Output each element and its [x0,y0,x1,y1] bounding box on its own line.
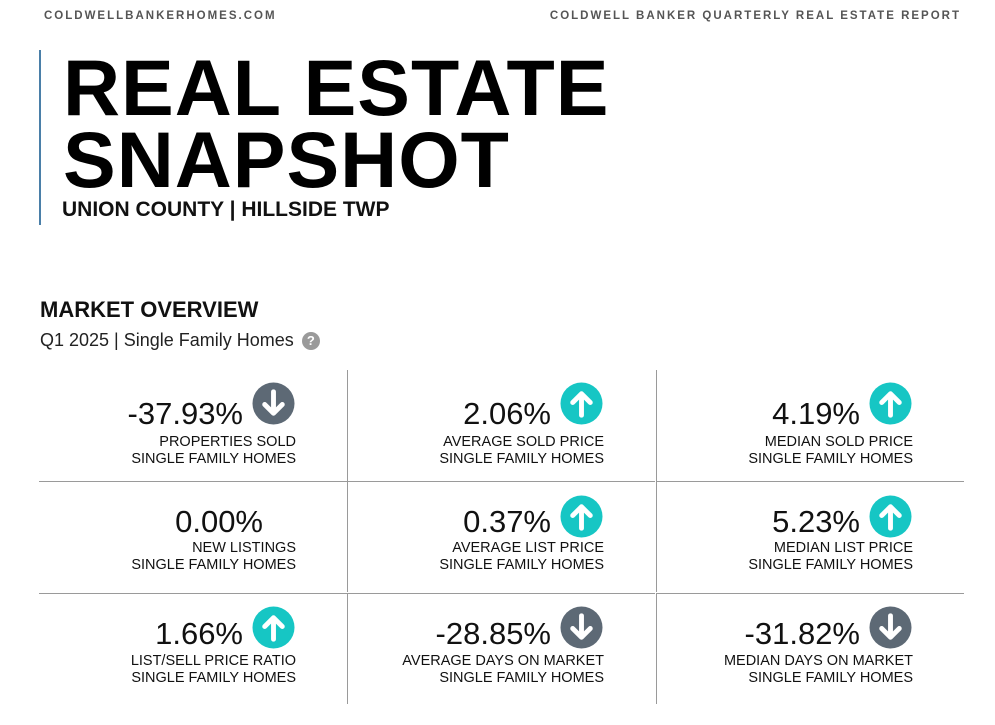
metric-value: -31.82% [744,616,860,651]
metric-value: 1.66% [155,616,243,651]
metric-category: SINGLE FAMILY HOMES [131,670,296,686]
metric-value: 2.06% [463,396,551,431]
section-title: MARKET OVERVIEW [40,297,259,322]
period-and-type: Q1 2025 | Single Family Homes [40,330,294,350]
metric-card: 2.06% AVERAGE SOLD PRICE SINGLE FAMILY H… [347,370,655,481]
metric-label: MEDIAN DAYS ON MARKET SINGLE FAMILY HOME… [724,653,913,687]
metric-card: -31.82% MEDIAN DAYS ON MARKET SINGLE FAM… [656,593,964,704]
metric-value: 0.37% [463,504,551,539]
metric-label: MEDIAN LIST PRICE SINGLE FAMILY HOMES [748,540,913,574]
metric-value: 5.23% [772,504,860,539]
metric-value: 4.19% [772,396,860,431]
report-header: COLDWELLBANKERHOMES.COM COLDWELL BANKER … [44,10,961,24]
arrow-down-icon [252,382,295,425]
metrics-grid: -37.93% PROPERTIES SOLD SINGLE FAMILY HO… [39,370,964,705]
site-url[interactable]: COLDWELLBANKERHOMES.COM [44,10,277,22]
metric-label: AVERAGE LIST PRICE SINGLE FAMILY HOMES [439,540,604,574]
metric-category: SINGLE FAMILY HOMES [439,557,604,573]
metric-name: LIST/SELL PRICE RATIO [130,653,296,669]
metric-card: 0.00% NEW LISTINGS SINGLE FAMILY HOMES [39,481,347,592]
metric-category: SINGLE FAMILY HOMES [748,451,913,467]
metric-category: SINGLE FAMILY HOMES [131,557,296,573]
metric-label: AVERAGE DAYS ON MARKET SINGLE FAMILY HOM… [402,653,604,687]
arrow-up-icon [252,606,295,649]
metric-card: 0.37% AVERAGE LIST PRICE SINGLE FAMILY H… [347,481,655,592]
report-name: COLDWELL BANKER QUARTERLY REAL ESTATE RE… [549,10,961,22]
metric-name: MEDIAN SOLD PRICE [764,434,913,450]
metric-label: NEW LISTINGS SINGLE FAMILY HOMES [131,540,296,574]
metric-label: AVERAGE SOLD PRICE SINGLE FAMILY HOMES [439,434,604,468]
arrow-up-icon [560,495,603,538]
metric-card: 4.19% MEDIAN SOLD PRICE SINGLE FAMILY HO… [656,370,964,481]
title-line-2: SNAPSHOT [63,115,510,204]
arrow-up-icon [869,382,912,425]
metric-category: SINGLE FAMILY HOMES [439,670,604,686]
metric-card: 1.66% LIST/SELL PRICE RATIO SINGLE FAMIL… [39,593,347,704]
metric-category: SINGLE FAMILY HOMES [439,451,604,467]
metric-name: MEDIAN LIST PRICE [773,540,913,556]
metric-value: -28.85% [435,616,551,651]
arrow-down-icon [869,606,912,649]
arrow-up-icon [869,495,912,538]
help-icon[interactable]: ? [301,331,320,350]
arrow-down-icon [560,606,603,649]
section-subtitle: Q1 2025 | Single Family Homes ? [40,330,320,351]
metric-label: MEDIAN SOLD PRICE SINGLE FAMILY HOMES [748,434,913,468]
page-title: REAL ESTATE SNAPSHOT [63,43,610,204]
title-line-1: REAL ESTATE [63,43,610,132]
metric-category: SINGLE FAMILY HOMES [748,557,913,573]
metric-card: -37.93% PROPERTIES SOLD SINGLE FAMILY HO… [39,370,347,481]
metric-label: LIST/SELL PRICE RATIO SINGLE FAMILY HOME… [131,653,296,687]
metric-category: SINGLE FAMILY HOMES [748,670,913,686]
metric-name: MEDIAN DAYS ON MARKET [723,653,913,669]
location-subtitle: UNION COUNTY | HILLSIDE TWP [62,198,390,221]
metric-name: PROPERTIES SOLD [159,434,296,450]
metric-label: PROPERTIES SOLD SINGLE FAMILY HOMES [131,434,296,468]
metric-value: 0.00% [175,504,263,539]
metric-category: SINGLE FAMILY HOMES [131,451,296,467]
metric-name: AVERAGE DAYS ON MARKET [402,653,604,669]
metric-card: 5.23% MEDIAN LIST PRICE SINGLE FAMILY HO… [656,481,964,592]
metric-name: AVERAGE SOLD PRICE [443,434,604,450]
metric-name: NEW LISTINGS [192,540,296,556]
metric-value: -37.93% [127,396,243,431]
metric-name: AVERAGE LIST PRICE [452,540,604,556]
hero-block: REAL ESTATE SNAPSHOT UNION COUNTY | HILL… [39,43,661,225]
metric-card: -28.85% AVERAGE DAYS ON MARKET SINGLE FA… [347,593,655,704]
arrow-up-icon [560,382,603,425]
